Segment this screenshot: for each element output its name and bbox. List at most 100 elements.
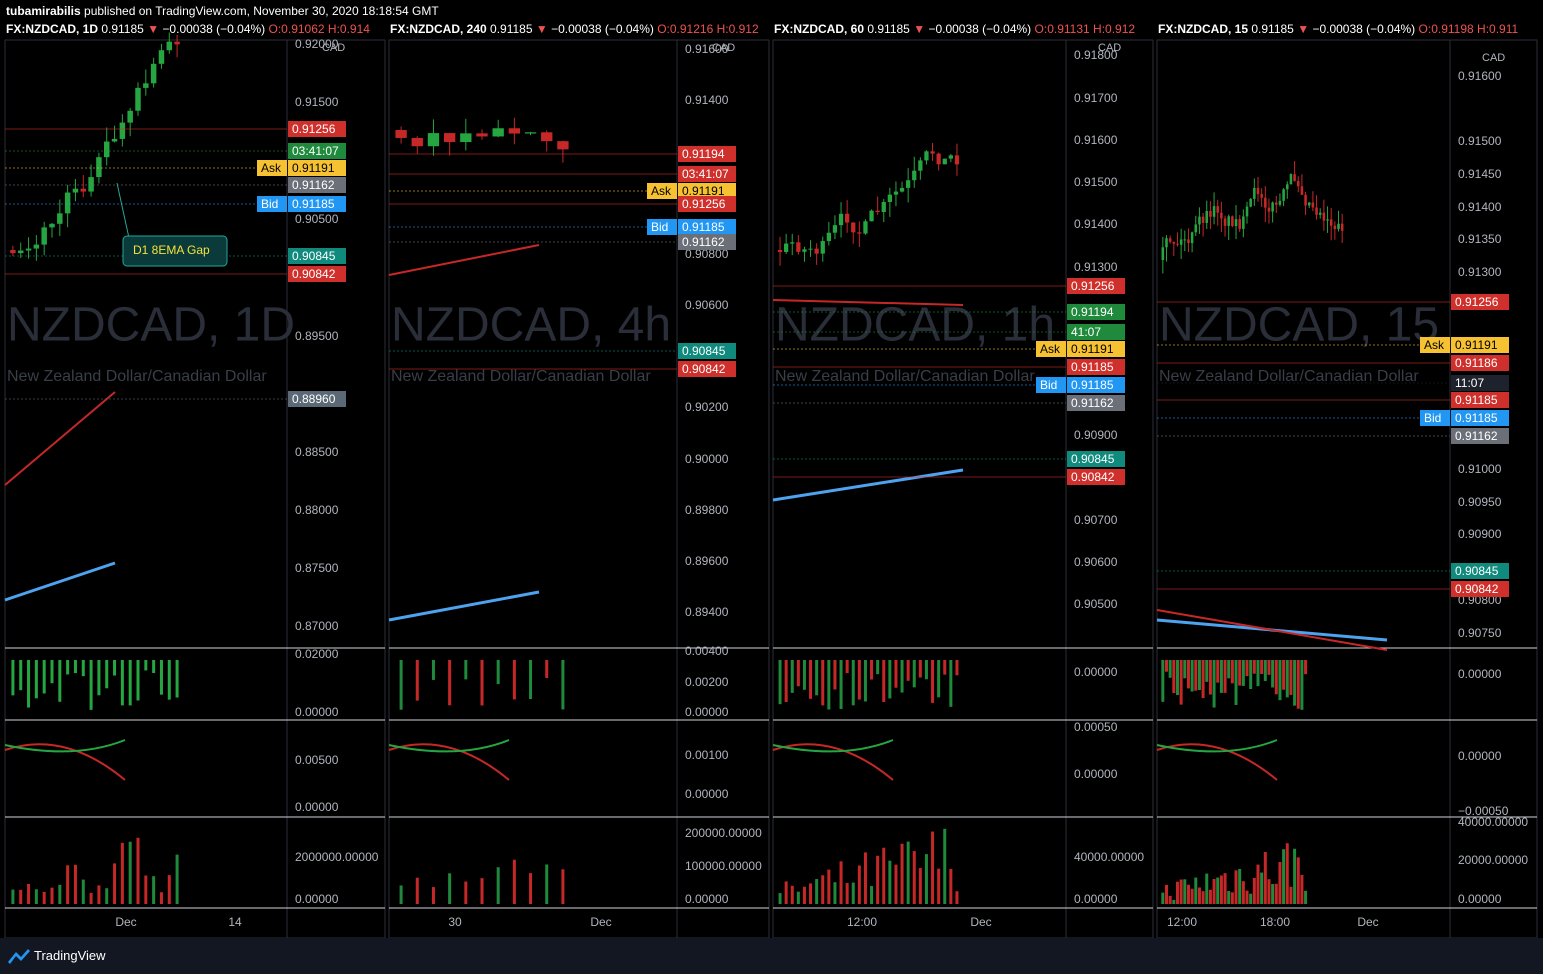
arrow: ▼: [147, 22, 160, 36]
currency: CAD: [322, 42, 345, 54]
histogram-bar: [1172, 660, 1176, 694]
sub-axis-label: 200000.00000: [685, 826, 762, 840]
price-tag: [1067, 377, 1125, 393]
volume-bar: [1285, 843, 1289, 904]
candle: [1307, 202, 1311, 206]
candle: [1198, 216, 1201, 225]
price-tag-label: 0.90845: [1071, 452, 1115, 466]
moving-average: [388, 590, 540, 622]
symbol-description: New Zealand Dollar/Canadian Dollar: [775, 368, 1035, 385]
volume-bar: [1175, 881, 1179, 904]
histogram-bar: [120, 660, 124, 706]
histogram-bar: [1260, 660, 1264, 674]
candle: [869, 210, 874, 222]
candle: [1267, 207, 1271, 212]
candle: [143, 83, 149, 88]
candle: [1212, 206, 1216, 217]
price-tag: [288, 177, 346, 193]
histogram-bar: [1252, 660, 1256, 674]
candle: [790, 242, 795, 244]
volume-bar: [27, 883, 31, 904]
candle: [1238, 219, 1241, 229]
sub-axis-label: 0.00000: [1074, 892, 1118, 906]
volume-bar: [34, 889, 38, 904]
last-price: 0.91185: [867, 22, 910, 36]
candle: [881, 201, 886, 212]
candle: [72, 188, 79, 193]
volume-bar: [1194, 877, 1198, 904]
price-tag: [1067, 304, 1125, 320]
candle: [1176, 243, 1179, 245]
candle: [857, 232, 862, 234]
change: −0.00038 (−0.04%): [928, 22, 1032, 36]
candle: [411, 137, 423, 147]
time-axis-label: Dec: [970, 915, 991, 929]
histogram-bar: [1219, 660, 1223, 693]
price-tag-label: 0.91186: [1455, 356, 1498, 370]
histogram-bar: [802, 660, 806, 690]
histogram-bar: [857, 660, 861, 700]
price-tag-label: 0.91194: [682, 147, 725, 161]
price-axis-label: 0.87000: [295, 619, 339, 633]
volume-bar: [821, 875, 825, 904]
oscillator: [772, 739, 894, 753]
price-axis-label: 0.90500: [295, 212, 339, 226]
candle: [930, 151, 935, 154]
histogram-bar: [1216, 660, 1220, 683]
volume-bar: [845, 883, 849, 904]
histogram-bar: [924, 660, 928, 680]
histogram-bar: [1300, 660, 1304, 710]
histogram-bar: [89, 660, 93, 710]
price-tag: [1067, 278, 1125, 294]
price-axis-label: 0.91400: [685, 93, 729, 107]
price-tag-prefix: [647, 219, 677, 235]
volume-bar: [1304, 890, 1308, 904]
histogram-bar: [136, 660, 140, 701]
volume-bar: [851, 882, 855, 904]
histogram-bar: [937, 660, 941, 698]
volume-bar: [1179, 879, 1183, 904]
volume-bar: [955, 891, 959, 904]
sub-axis-label: −0.00050: [1458, 804, 1509, 818]
candle: [80, 188, 87, 192]
price-tag: [678, 146, 736, 162]
volume-bar: [496, 867, 500, 904]
histogram-bar: [796, 660, 800, 687]
sub-axis-label: 40000.00000: [1458, 815, 1528, 829]
volume-bar: [1201, 891, 1205, 904]
histogram-bar: [42, 660, 46, 694]
time-axis-label: 18:00: [1260, 915, 1290, 929]
candle: [524, 132, 537, 134]
candle: [395, 130, 407, 138]
last-price: 0.91185: [1251, 22, 1294, 36]
candle: [1300, 186, 1304, 195]
volume-bar: [1212, 879, 1216, 904]
candle: [1190, 232, 1194, 244]
histogram-bar: [152, 660, 156, 674]
price-tag: [678, 343, 736, 359]
time-axis-label: 30: [448, 915, 462, 929]
volume-bar: [882, 847, 886, 904]
brand[interactable]: TradingView: [34, 948, 106, 963]
symbol: FX:NZDCAD, 1D: [6, 22, 98, 36]
price-tag: [1451, 375, 1509, 391]
moving-average: [772, 299, 964, 306]
histogram-bar: [58, 660, 62, 702]
volume-bar: [1168, 895, 1172, 904]
volume-bar: [50, 887, 54, 904]
candle: [820, 241, 825, 254]
volume-bar: [827, 869, 831, 904]
sub-axis-label: 0.00500: [295, 753, 339, 767]
volume-bar: [1300, 874, 1304, 904]
moving-average: [4, 561, 116, 602]
price-tag-label: 0.91191: [682, 184, 725, 198]
volume-bar: [1282, 849, 1286, 904]
price-axis-label: 0.91300: [1458, 265, 1502, 279]
volume-bar: [1161, 892, 1165, 904]
price-axis-label: 0.91600: [1458, 69, 1502, 83]
candle: [1187, 239, 1190, 244]
candle: [33, 244, 40, 249]
volume-bar: [545, 864, 549, 904]
volume-bar: [1252, 877, 1256, 904]
histogram-bar: [1168, 660, 1172, 678]
